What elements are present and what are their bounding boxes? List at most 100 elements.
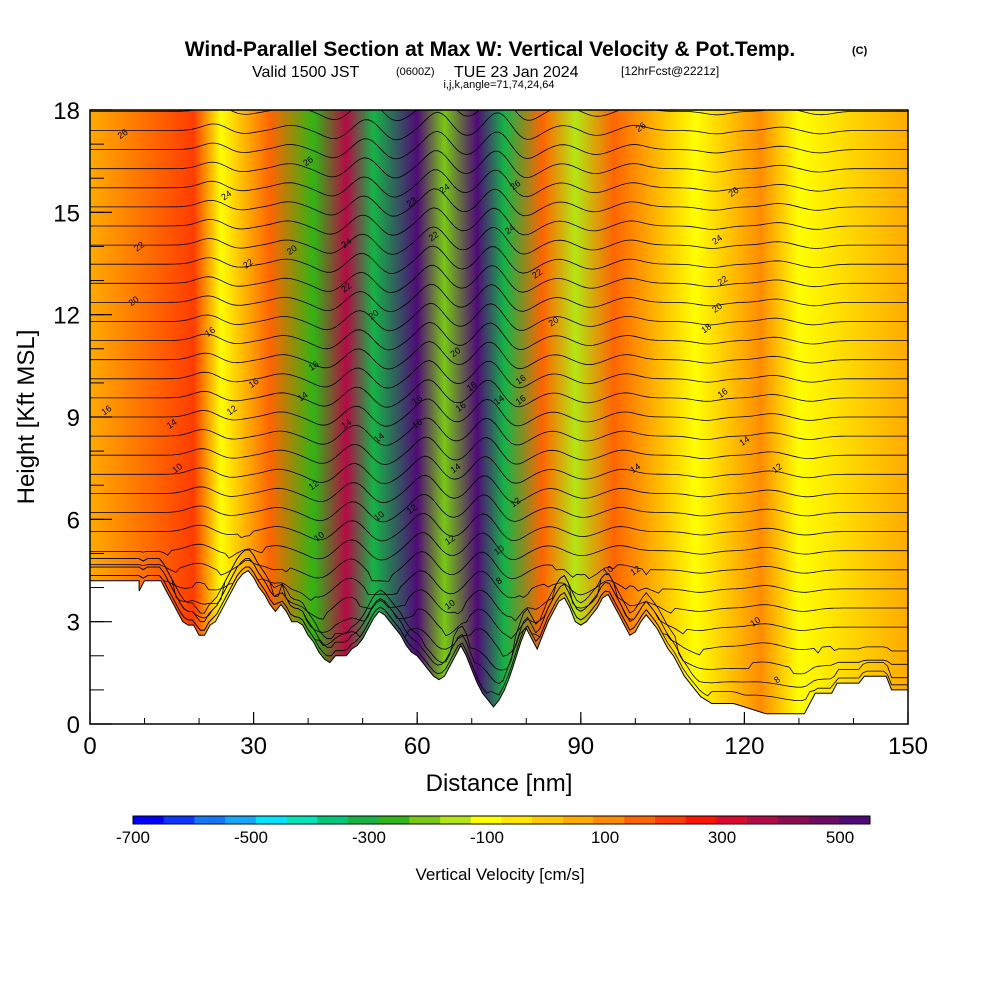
y-tick-label: 15 (53, 200, 80, 227)
isentrope-line (90, 532, 908, 561)
terrain (90, 569, 908, 724)
colorbar-swatch (194, 816, 226, 824)
isentrope-line (90, 474, 908, 504)
contour-label: 20 (285, 243, 299, 257)
isentrope-line (90, 302, 908, 332)
x-axis: 0 30 60 90 120 150 (83, 712, 928, 760)
contour-label: 14 (492, 393, 506, 407)
contour-label: 14 (165, 417, 179, 431)
x-axis-label: Distance [nm] (426, 770, 573, 797)
y-tick-label: 9 (67, 405, 80, 432)
colorbar-swatch (808, 816, 840, 824)
contour-label: 10 (443, 598, 457, 612)
isentrope-line (90, 207, 908, 236)
contour-label: 23 (405, 195, 419, 209)
y-tick-label: 0 (67, 712, 80, 739)
contour-label: 22 (530, 267, 544, 281)
contour-label: 22 (241, 257, 255, 271)
colorbar-tick-labels: -700 -500 -300 -100 100 300 500 (116, 828, 854, 847)
colorbar-tick: -500 (234, 828, 268, 847)
x-tick-label: 120 (724, 733, 764, 760)
contour-label: 16 (99, 403, 113, 417)
colorbar-tick: -700 (116, 828, 150, 847)
colorbar-swatch (685, 816, 717, 824)
isentrope-line (90, 130, 908, 160)
valid-date: TUE 23 Jan 2024 (454, 64, 579, 81)
contour-label: 16 (307, 359, 321, 373)
colorbar-swatch (562, 816, 595, 824)
isentrope-line (90, 566, 908, 657)
contour-label: 26 (116, 127, 130, 141)
colorbar-swatch (286, 816, 318, 824)
isentrope-line (90, 245, 908, 274)
isentrope-line (90, 169, 908, 198)
contour-label: 12 (307, 478, 321, 492)
isentrope-line (90, 226, 908, 255)
contour-label: 22 (427, 229, 441, 243)
contour-label: 24 (710, 233, 724, 247)
isentrope-line (90, 566, 908, 601)
isentrope-line (90, 558, 908, 640)
colorbar-tick: -300 (352, 828, 386, 847)
contour-label: 16 (410, 393, 424, 407)
isentrope-line (90, 111, 908, 141)
colorbar-swatch (532, 816, 564, 824)
contour-label: 12 (405, 502, 419, 516)
colorbar-tick: 300 (708, 828, 736, 847)
valid-time-line: Valid 1500 JST (0600Z) TUE 23 Jan 2024 [… (252, 64, 719, 81)
colorbar-swatch (593, 816, 625, 824)
isentrope-line (90, 513, 908, 542)
contour-label: 12 (508, 495, 522, 509)
isentrope-line (90, 264, 908, 293)
contour-label: 14 (372, 431, 386, 445)
colorbar-swatch (624, 816, 656, 824)
contour-label: 10 (312, 529, 326, 543)
colorbar-swatch (716, 816, 748, 824)
colorbar-swatch (317, 816, 349, 824)
isentrope-line (90, 436, 908, 466)
chart-title: Wind-Parallel Section at Max W: Vertical… (185, 38, 796, 61)
colorbar-swatch (839, 816, 871, 824)
colorbar-swatch (378, 816, 410, 824)
contour-label: 10 (372, 509, 386, 523)
contour-label: 20 (710, 301, 724, 315)
forecast-tag: [12hrFcst@2221z] (621, 64, 719, 78)
y-axis: 0 3 6 9 12 15 18 (53, 98, 112, 739)
contour-label: 8 (494, 575, 504, 586)
contour-label: 12 (225, 403, 239, 417)
contour-label: 18 (699, 321, 713, 335)
colorbar-swatch (255, 816, 287, 824)
grid-indices: i,j,k,angle=71,74,24,64 (443, 79, 554, 91)
contour-label: 22 (132, 239, 146, 253)
colorbar-swatch (163, 816, 195, 824)
isentrope-line (90, 341, 908, 370)
x-tick-label: 60 (404, 733, 431, 760)
isentrope-line (90, 455, 908, 485)
y-tick-label: 6 (67, 507, 80, 534)
colorbar-tick: 500 (826, 828, 854, 847)
isentrope-line (90, 321, 908, 351)
contour-label: 14 (296, 390, 310, 404)
y-axis-label: Height [Kft MSL] (13, 330, 40, 505)
colorbar-swatch (409, 816, 441, 824)
isentrope-line (90, 417, 908, 446)
contour-label: 24 (219, 188, 233, 202)
contour-label: 14 (628, 461, 642, 475)
isentrope-line (90, 150, 908, 179)
contour-label: 24 (503, 222, 517, 236)
contour-label: 26 (301, 154, 315, 168)
y-tick-label: 3 (67, 610, 80, 637)
y-tick-label: 12 (53, 303, 80, 330)
isentrope-line (90, 398, 908, 427)
isentrope-line (90, 360, 908, 389)
contour-label: 16 (514, 373, 528, 387)
isentrope-line (90, 188, 908, 217)
colorbar-tick: -100 (470, 828, 504, 847)
x-tick-label: 30 (240, 733, 267, 760)
colorbar-swatch (777, 816, 809, 824)
contour-label: 20 (448, 345, 462, 359)
colorbar-swatch (501, 816, 533, 824)
colorbar-label: Vertical Velocity [cm/s] (415, 865, 584, 884)
contour-label: 26 (727, 185, 741, 199)
